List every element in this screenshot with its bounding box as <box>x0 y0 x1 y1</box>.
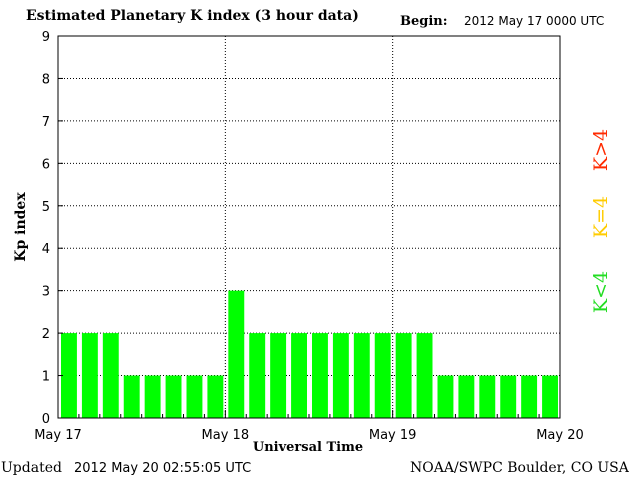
kp-bar <box>416 333 433 418</box>
y-tick-label: 0 <box>42 412 50 427</box>
kp-bar <box>500 375 517 418</box>
updated-value: 2012 May 20 02:55:05 UTC <box>74 461 252 476</box>
chart-title: Estimated Planetary K index (3 hour data… <box>26 8 359 24</box>
kp-bar <box>332 333 349 418</box>
updated-label: Updated <box>1 460 62 476</box>
kp-bar <box>144 375 161 418</box>
x-axis-label: Universal Time <box>252 440 364 455</box>
y-tick-label: 4 <box>42 242 50 257</box>
legend-k-less-4: K<4 <box>590 270 612 314</box>
source-credit: NOAA/SWPC Boulder, CO USA <box>410 460 629 476</box>
kp-bar <box>312 333 328 418</box>
y-tick-label: 6 <box>42 157 50 172</box>
kp-bar <box>102 333 119 418</box>
kp-bar <box>479 375 496 418</box>
kp-bar <box>207 375 224 418</box>
begin-value: 2012 May 17 0000 UTC <box>464 14 605 28</box>
begin-label: Begin: <box>400 14 448 29</box>
y-axis-label: Kp index <box>13 192 29 262</box>
y-tick-label: 2 <box>42 327 50 342</box>
y-tick-label: 8 <box>42 72 50 87</box>
kp-bar <box>353 333 370 418</box>
y-tick-label: 7 <box>42 115 50 130</box>
y-tick-label: 3 <box>42 285 50 300</box>
kp-bar <box>249 333 266 418</box>
x-tick-label: May 20 <box>536 428 584 443</box>
kp-bar <box>521 375 538 418</box>
kp-bar <box>123 375 140 418</box>
legend-k-greater-4: K>4 <box>590 128 612 172</box>
kp-bar <box>291 333 307 418</box>
plot-area <box>58 36 560 418</box>
kp-bar <box>61 333 77 418</box>
x-tick-label: May 18 <box>202 428 250 443</box>
x-tick-label: May 19 <box>369 428 417 443</box>
kp-bar <box>458 375 475 418</box>
x-tick-label: May 17 <box>34 428 82 443</box>
kp-bar <box>374 333 391 418</box>
y-tick-label: 9 <box>42 30 50 45</box>
kp-bar <box>542 375 558 418</box>
kp-bar <box>165 375 182 418</box>
y-tick-label: 1 <box>42 370 50 385</box>
kp-bar <box>228 290 245 418</box>
y-tick-label: 5 <box>42 200 50 215</box>
kp-bar <box>395 333 412 418</box>
kp-bar <box>81 333 98 418</box>
kp-bar <box>270 333 287 418</box>
legend-k-equal-4: K=4 <box>590 195 612 239</box>
kp-bar <box>186 375 203 418</box>
kp-bar <box>437 375 454 418</box>
